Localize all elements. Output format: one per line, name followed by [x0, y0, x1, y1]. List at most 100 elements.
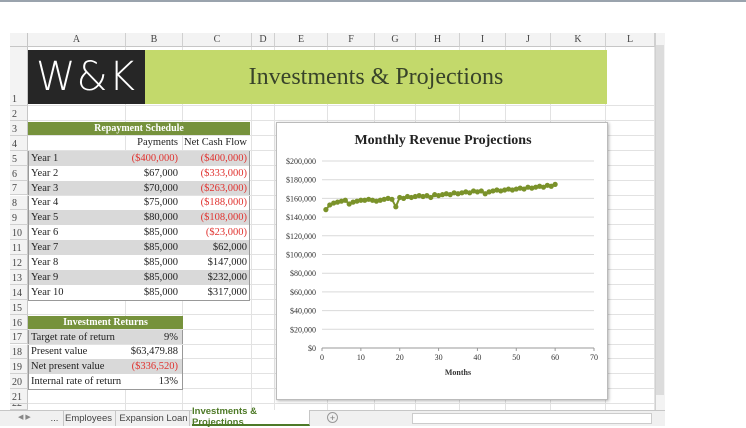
data-point — [401, 195, 407, 201]
data-point — [420, 193, 426, 200]
data-point — [354, 198, 360, 204]
column-header: F — [328, 33, 375, 47]
table-title: Investment Returns — [28, 315, 183, 329]
column-header: L — [606, 33, 655, 47]
table-value: $80,000 — [143, 212, 178, 224]
banner: Investments & Projections — [145, 50, 607, 104]
data-point — [432, 192, 438, 198]
data-point — [552, 181, 558, 187]
data-point — [389, 196, 395, 202]
row-number: 13 — [10, 270, 28, 285]
table-row — [28, 165, 250, 181]
row-label: Year 10 — [31, 286, 64, 298]
data-point — [490, 188, 496, 194]
x-tick-label: 10 — [357, 353, 365, 362]
x-tick-label: 0 — [320, 353, 324, 362]
column-header: G — [375, 33, 416, 47]
data-point — [455, 191, 461, 197]
data-point — [377, 197, 383, 203]
table-row — [28, 270, 250, 285]
data-point — [397, 194, 403, 201]
data-point — [447, 192, 453, 198]
column-header: A — [28, 33, 126, 47]
sheet-tab[interactable]: Employees — [62, 410, 116, 426]
data-point — [498, 188, 504, 194]
x-tick-label: 30 — [435, 353, 443, 362]
row-number: 4 — [10, 135, 28, 151]
sheet-tab[interactable]: ... — [46, 410, 64, 426]
data-point — [451, 190, 457, 196]
scroll-thumb[interactable] — [656, 45, 664, 395]
data-point — [424, 192, 430, 199]
data-point — [412, 193, 418, 200]
sheet-tab[interactable]: Expansion Loan — [118, 410, 190, 426]
table-value: ($400,000) — [131, 152, 178, 164]
cell-gridline — [654, 47, 655, 410]
row-label: Internal rate of return — [31, 376, 122, 388]
data-point — [362, 197, 368, 203]
table-value: $85,000 — [143, 257, 178, 269]
data-point — [537, 183, 543, 189]
data-point — [513, 186, 519, 192]
table-value: $75,000 — [143, 197, 178, 209]
cell-gridline — [28, 120, 655, 121]
table-value: 9% — [164, 331, 178, 343]
select-all[interactable] — [10, 33, 28, 47]
row-number: 21 — [10, 389, 28, 405]
data-point — [381, 196, 387, 202]
horizontal-scrollbar[interactable] — [412, 413, 652, 424]
y-tick-label: $160,000 — [286, 194, 316, 203]
chart-title: Monthly Revenue Projections — [354, 133, 532, 148]
data-point — [366, 196, 372, 202]
row-number: 17 — [10, 329, 28, 345]
row-number: 2 — [10, 106, 28, 121]
data-point — [350, 199, 356, 205]
table-value: $70,000 — [143, 182, 178, 194]
row-label: Net present value — [31, 361, 105, 373]
data-point — [521, 186, 527, 192]
y-tick-label: $0 — [308, 344, 316, 353]
table-value: $85,000 — [143, 286, 178, 298]
y-tick-label: $60,000 — [290, 288, 316, 297]
row-label: Year 1 — [31, 152, 59, 164]
column-header: I — [460, 33, 506, 47]
row-number: 9 — [10, 210, 28, 226]
row-number: 5 — [10, 150, 28, 166]
nav-arrows[interactable]: ◀ ▶ — [18, 414, 31, 421]
data-point — [338, 198, 345, 204]
x-tick-label: 60 — [551, 353, 559, 362]
row-label: Year 6 — [31, 227, 59, 239]
table-row — [28, 255, 250, 270]
table-value: ($108,000) — [200, 212, 247, 224]
row-number: 7 — [10, 180, 28, 196]
table-border — [28, 299, 250, 301]
table-value: $85,000 — [143, 242, 178, 254]
data-point — [334, 199, 341, 205]
row-number: 14 — [10, 284, 28, 300]
data-point — [327, 202, 333, 208]
data-point — [393, 204, 399, 210]
data-point — [463, 189, 469, 195]
data-point — [323, 207, 329, 213]
row-label: Year 9 — [31, 271, 59, 283]
data-point — [408, 194, 414, 201]
x-axis-label: Months — [445, 368, 471, 377]
table-row — [28, 344, 183, 360]
row-number: 8 — [10, 195, 28, 211]
data-point — [342, 197, 348, 203]
x-tick-label: 20 — [396, 353, 404, 362]
x-tick-label: 70 — [590, 353, 598, 362]
table-value: $85,000 — [143, 227, 178, 239]
sheet-tab[interactable]: Investments & Projections — [192, 406, 310, 428]
row-number: 3 — [10, 121, 28, 136]
table-row — [28, 150, 250, 166]
add-sheet[interactable]: + — [327, 412, 338, 423]
data-point — [494, 187, 500, 193]
column-header: J — [506, 33, 551, 47]
row-number: 15 — [10, 299, 28, 315]
data-point — [502, 187, 508, 193]
table-row — [28, 329, 183, 345]
y-tick-label: $140,000 — [286, 213, 316, 222]
column-header: E — [275, 33, 328, 47]
row-label: Year 4 — [31, 197, 59, 209]
